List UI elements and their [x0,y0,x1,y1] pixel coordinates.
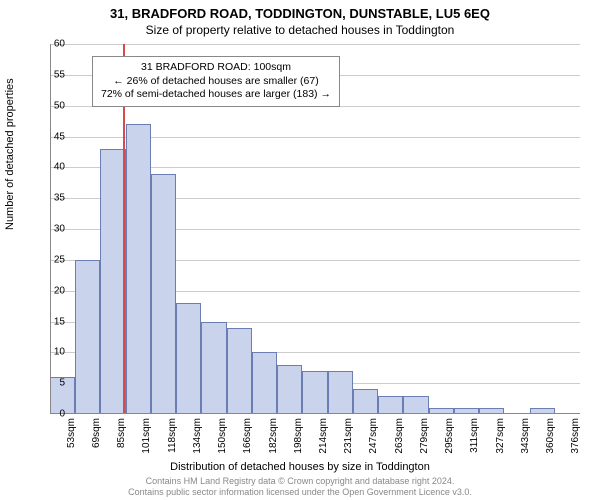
histogram-bar [353,389,378,414]
ytick-label: 40 [35,162,65,173]
histogram-bar [403,396,428,415]
y-axis-label: Number of detached properties [4,78,16,230]
ytick-label: 10 [35,347,65,358]
annotation-line: 31 BRADFORD ROAD: 100sqm [101,61,331,75]
ytick-label: 35 [35,193,65,204]
x-axis-line [50,413,580,414]
ytick-label: 15 [35,316,65,327]
grid-line [50,44,580,45]
ytick-label: 0 [35,409,65,420]
footer-line-2: Contains public sector information licen… [0,487,600,498]
histogram-bar [328,371,353,414]
ytick-label: 20 [35,285,65,296]
chart-footer: Contains HM Land Registry data © Crown c… [0,476,600,498]
histogram-bar [252,352,277,414]
histogram-bar [227,328,252,414]
histogram-bar [176,303,201,414]
histogram-bar [302,371,327,414]
ytick-label: 60 [35,39,65,50]
chart-title: 31, BRADFORD ROAD, TODDINGTON, DUNSTABLE… [0,0,600,21]
ytick-label: 30 [35,224,65,235]
annotation-box: 31 BRADFORD ROAD: 100sqm← 26% of detache… [92,56,340,107]
histogram-bar [151,174,176,415]
histogram-bar [201,322,226,415]
ytick-label: 45 [35,131,65,142]
histogram-bar [75,260,100,414]
histogram-bar [277,365,302,414]
annotation-line: ← 26% of detached houses are smaller (67… [101,75,331,89]
annotation-line: 72% of semi-detached houses are larger (… [101,88,331,102]
ytick-label: 55 [35,69,65,80]
chart-subtitle: Size of property relative to detached ho… [0,21,600,37]
plot-area: 31 BRADFORD ROAD: 100sqm← 26% of detache… [50,44,580,414]
footer-line-1: Contains HM Land Registry data © Crown c… [0,476,600,487]
histogram-bar [126,124,151,414]
ytick-label: 50 [35,100,65,111]
histogram-bar [100,149,125,414]
chart-container: 31, BRADFORD ROAD, TODDINGTON, DUNSTABLE… [0,0,600,500]
histogram-bar [378,396,403,415]
ytick-label: 25 [35,254,65,265]
x-axis-label: Distribution of detached houses by size … [0,461,600,473]
ytick-label: 5 [35,378,65,389]
chart-inner: 31 BRADFORD ROAD: 100sqm← 26% of detache… [50,44,580,414]
